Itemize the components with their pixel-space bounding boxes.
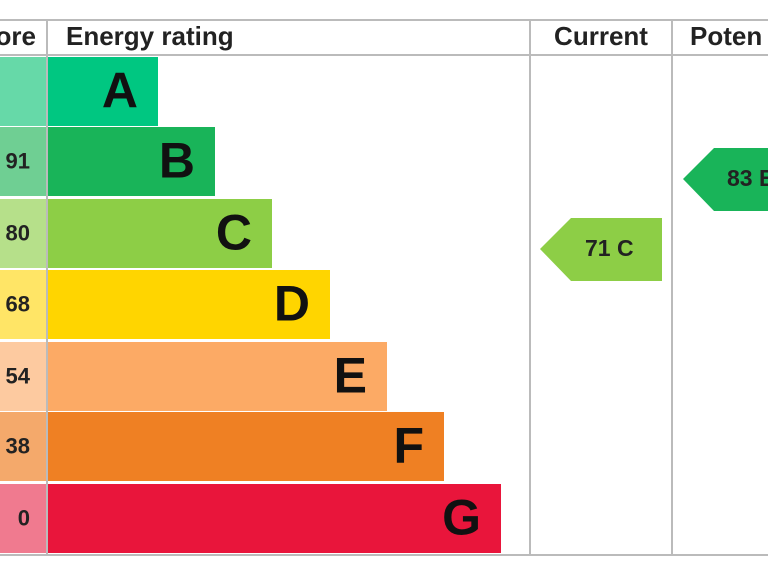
bands: A 91 B 80 C 68 D 54 E 38 F 0 G bbox=[0, 57, 501, 553]
current-label: 71 C bbox=[585, 235, 634, 261]
score-cell bbox=[0, 127, 46, 196]
score-range: 0 bbox=[18, 505, 30, 530]
score-range: 80 bbox=[6, 220, 30, 245]
rating-letter: B bbox=[159, 133, 195, 189]
score-cell bbox=[0, 412, 46, 481]
score-cell bbox=[0, 484, 46, 553]
potential-arrow bbox=[683, 148, 768, 211]
score-range: 91 bbox=[6, 148, 30, 173]
rating-bar bbox=[48, 199, 272, 268]
rating-letter: C bbox=[216, 205, 252, 261]
potential-label: 83 B bbox=[727, 165, 768, 191]
current-header: Current bbox=[554, 21, 648, 51]
score-range: 68 bbox=[6, 291, 30, 316]
rating-bar bbox=[48, 412, 444, 481]
rating-bar bbox=[48, 270, 330, 339]
rating-letter: A bbox=[102, 63, 138, 119]
potential-header: Poten bbox=[690, 21, 762, 51]
score-header: ore bbox=[0, 21, 36, 51]
score-cell bbox=[0, 270, 46, 339]
rating-bar bbox=[48, 484, 501, 553]
rating-bar bbox=[48, 342, 387, 411]
rating-letter: E bbox=[334, 348, 367, 404]
rating-bar bbox=[48, 127, 215, 196]
score-cell bbox=[0, 57, 46, 126]
score-range: 38 bbox=[6, 433, 30, 458]
score-cell bbox=[0, 199, 46, 268]
rating-letter: F bbox=[393, 418, 424, 474]
score-cell bbox=[0, 342, 46, 411]
current-arrow bbox=[540, 218, 662, 281]
rating-header: Energy rating bbox=[66, 21, 234, 51]
table-lines bbox=[0, 19, 768, 556]
score-range: 54 bbox=[6, 363, 31, 388]
rating-bar bbox=[48, 57, 158, 126]
rating-letter: G bbox=[442, 490, 481, 546]
rating-letter: D bbox=[274, 276, 310, 332]
